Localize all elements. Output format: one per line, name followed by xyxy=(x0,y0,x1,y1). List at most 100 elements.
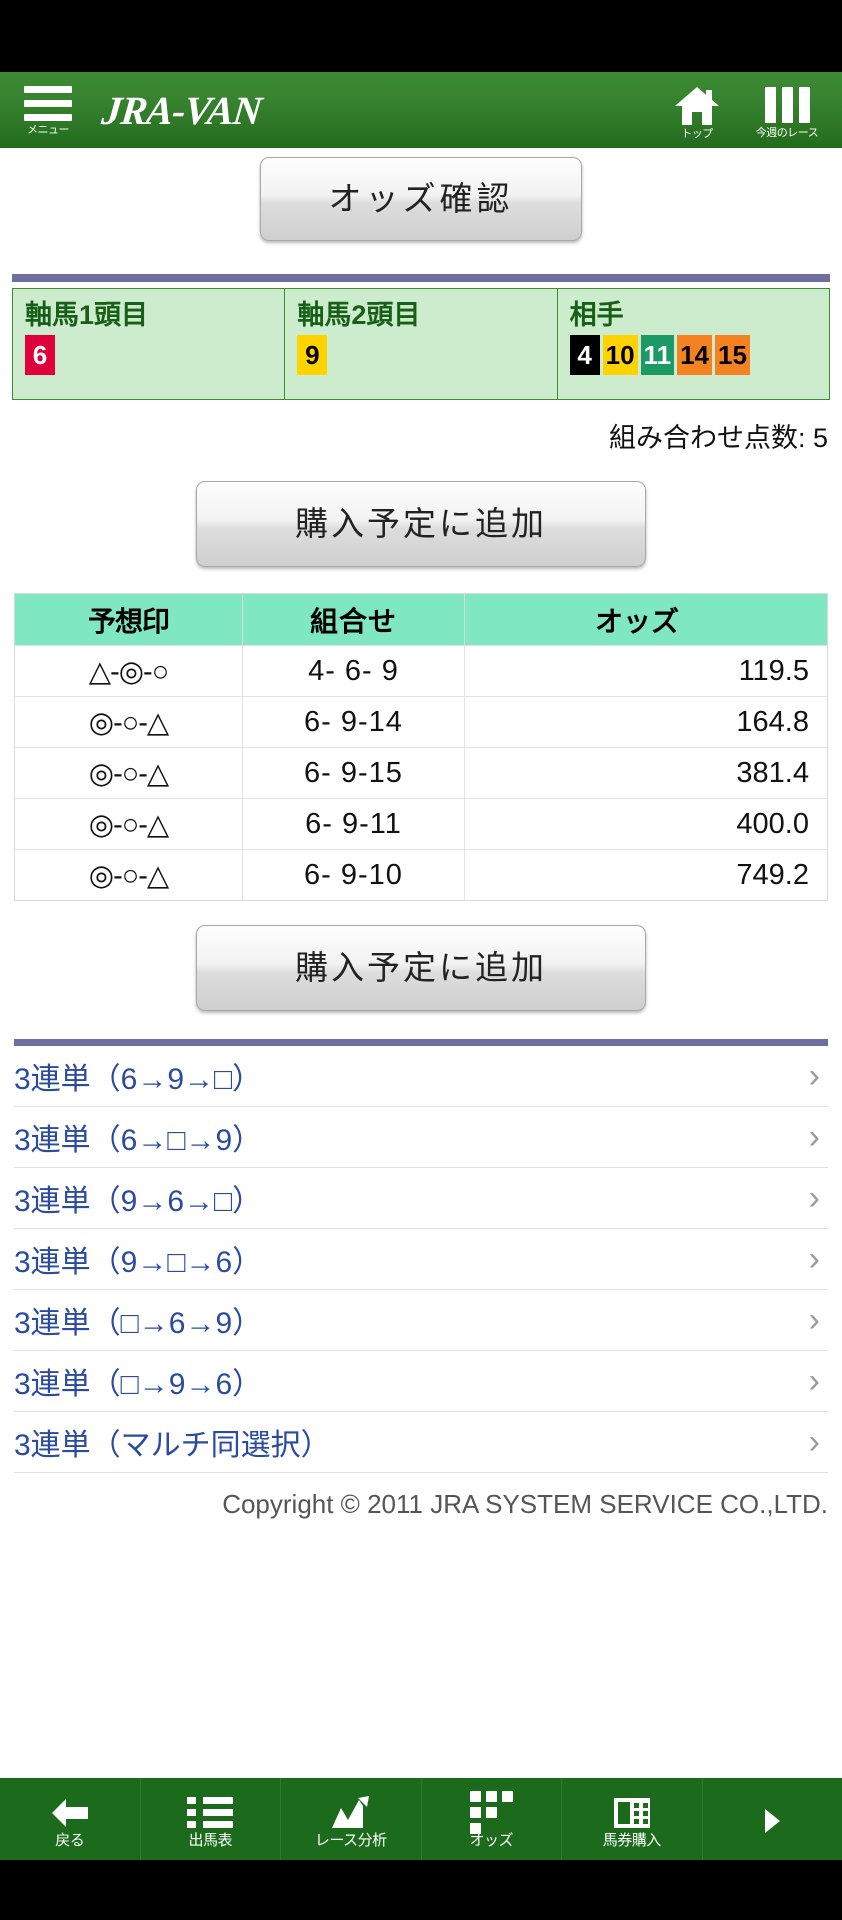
cell-combo: 6- 9-15 xyxy=(242,747,465,799)
cell-mark: ◎-○-△ xyxy=(14,747,243,799)
table-row[interactable]: ◎-○-△ 6- 9-10 749.2 xyxy=(14,849,828,901)
horse-chip[interactable]: 11 xyxy=(640,335,675,375)
add-to-cart-area-top: 購入予定に追加 xyxy=(0,481,842,567)
link-row-trifecta-5[interactable]: 3連単（□→6→9） › xyxy=(14,1290,828,1351)
nav-label: オッズ xyxy=(469,1831,513,1849)
column-header-combo: 組合せ xyxy=(242,593,465,646)
chip-group: 9 xyxy=(297,335,544,375)
chevron-right-icon: › xyxy=(808,1240,820,1278)
horse-chip[interactable]: 4 xyxy=(569,335,600,375)
cell-combo: 6- 9-14 xyxy=(242,696,465,748)
status-bar xyxy=(0,0,842,72)
chevron-right-icon: › xyxy=(808,1118,820,1156)
chevron-right-icon: › xyxy=(808,1057,820,1095)
horse-chip[interactable]: 10 xyxy=(602,335,638,375)
add-to-purchase-plan-button-top[interactable]: 購入予定に追加 xyxy=(196,481,646,567)
link-row-trifecta-1[interactable]: 3連単（6→9→□） › xyxy=(14,1046,828,1107)
link-label: 3連単（□→6→9） xyxy=(14,1307,263,1340)
weekly-races-label: 今週のレース xyxy=(755,126,819,139)
table-row[interactable]: ◎-○-△ 6- 9-11 400.0 xyxy=(14,798,828,850)
hamburger-menu-icon xyxy=(24,86,72,121)
odds-table: 予想印 組合せ オッズ △-◎-○ 4- 6- 9 119.5 ◎-○-△ 6-… xyxy=(14,593,828,901)
selection-label: 軸馬2頭目 xyxy=(297,300,421,330)
page-title: オッズ確認 xyxy=(260,157,582,241)
header-actions: トップ 今週のレース xyxy=(652,72,832,148)
horse-chip[interactable]: 14 xyxy=(677,335,712,375)
nav-more-button[interactable] xyxy=(703,1778,842,1860)
selection-label: 相手 xyxy=(569,300,624,330)
page-title-area: オッズ確認 xyxy=(0,148,842,258)
cell-odds: 164.8 xyxy=(464,696,828,748)
list-icon xyxy=(187,1795,234,1831)
copyright-text: Copyright © 2011 JRA SYSTEM SERVICE CO.,… xyxy=(222,1489,828,1519)
cell-odds: 749.2 xyxy=(464,849,828,901)
link-label: 3連単（6→□→9） xyxy=(14,1124,263,1157)
nav-label: 出馬表 xyxy=(188,1831,232,1849)
horse-chip[interactable]: 15 xyxy=(715,335,750,375)
nav-label: レース分析 xyxy=(314,1831,387,1849)
add-to-cart-area-bottom: 購入予定に追加 xyxy=(0,925,842,1011)
home-button[interactable]: トップ xyxy=(652,72,742,148)
combination-count: 組み合わせ点数: 5 xyxy=(608,423,828,453)
link-row-trifecta-6[interactable]: 3連単（□→9→6） › xyxy=(14,1351,828,1412)
table-row[interactable]: △-◎-○ 4- 6- 9 119.5 xyxy=(14,645,828,697)
odds-table-header-row: 予想印 組合せ オッズ xyxy=(14,593,828,646)
nav-item-odds[interactable]: オッズ xyxy=(422,1778,562,1860)
selection-column-opponents[interactable]: 相手 4 10 11 14 15 xyxy=(558,289,829,399)
link-label: 3連単（マルチ同選択） xyxy=(14,1429,331,1462)
bottom-navigation-bar: 戻る 出馬表 レース分析 xyxy=(0,1778,842,1860)
link-label: 3連単（9→□→6） xyxy=(14,1246,263,1279)
cell-mark: △-◎-○ xyxy=(14,645,243,697)
cell-combo: 6- 9-11 xyxy=(242,798,465,850)
nav-item-back[interactable]: 戻る xyxy=(0,1778,141,1860)
cell-mark: ◎-○-△ xyxy=(14,849,243,901)
selection-label: 軸馬1頭目 xyxy=(25,300,149,330)
chevron-right-icon: › xyxy=(808,1179,820,1217)
ticket-icon xyxy=(612,1795,652,1831)
home-icon xyxy=(675,86,719,125)
nav-label: 馬券購入 xyxy=(602,1831,662,1849)
selection-table: 軸馬1頭目 6 軸馬2頭目 9 相手 4 10 11 14 15 xyxy=(12,288,830,400)
table-row[interactable]: ◎-○-△ 6- 9-15 381.4 xyxy=(14,747,828,799)
cell-odds: 400.0 xyxy=(464,798,828,850)
nav-item-race-card[interactable]: 出馬表 xyxy=(141,1778,281,1860)
bars-icon xyxy=(764,86,810,124)
cell-odds: 381.4 xyxy=(464,747,828,799)
nav-label: 戻る xyxy=(55,1831,85,1849)
link-row-trifecta-2[interactable]: 3連単（6→□→9） › xyxy=(14,1107,828,1168)
selection-column-axis2[interactable]: 軸馬2頭目 9 xyxy=(285,289,558,399)
link-label: 3連単（6→9→□） xyxy=(14,1063,263,1096)
link-row-trifecta-4[interactable]: 3連単（9→□→6） › xyxy=(14,1229,828,1290)
table-row[interactable]: ◎-○-△ 6- 9-14 164.8 xyxy=(14,696,828,748)
selection-top-divider xyxy=(12,274,830,282)
link-label: 3連単（□→9→6） xyxy=(14,1368,263,1401)
column-header-odds: オッズ xyxy=(464,593,828,646)
nav-item-race-analysis[interactable]: レース分析 xyxy=(281,1778,422,1860)
chevron-right-icon: › xyxy=(808,1362,820,1400)
link-row-trifecta-multi[interactable]: 3連単（マルチ同選択） › xyxy=(14,1412,828,1473)
menu-button-label: メニュー xyxy=(27,124,70,136)
navigation-gesture-bar xyxy=(0,1860,842,1920)
selection-column-axis1[interactable]: 軸馬1頭目 6 xyxy=(13,289,286,399)
nav-item-buy-ticket[interactable]: 馬券購入 xyxy=(562,1778,703,1860)
back-arrow-icon xyxy=(50,1795,90,1831)
chevron-right-icon: › xyxy=(808,1423,820,1461)
home-button-label: トップ xyxy=(681,127,713,140)
grid-icon xyxy=(469,1791,513,1834)
add-to-purchase-plan-button-bottom[interactable]: 購入予定に追加 xyxy=(196,925,646,1011)
jra-van-logo: JRA-VAN xyxy=(99,87,264,133)
chart-icon xyxy=(331,1795,370,1831)
cell-mark: ◎-○-△ xyxy=(14,798,243,850)
arrow-right-icon xyxy=(762,1803,782,1839)
link-row-trifecta-3[interactable]: 3連単（9→6→□） › xyxy=(14,1168,828,1229)
cell-combo: 6- 9-10 xyxy=(242,849,465,901)
column-header-mark: 予想印 xyxy=(14,593,243,646)
app-header: メニュー JRA-VAN トップ 今週のレース xyxy=(0,72,842,148)
horse-chip[interactable]: 6 xyxy=(25,335,55,375)
chip-group: 4 10 11 14 15 xyxy=(569,335,817,375)
cell-odds: 119.5 xyxy=(464,645,828,697)
menu-button[interactable]: メニュー xyxy=(0,72,96,148)
weekly-races-button[interactable]: 今週のレース xyxy=(742,72,832,148)
horse-chip[interactable]: 9 xyxy=(297,335,328,375)
